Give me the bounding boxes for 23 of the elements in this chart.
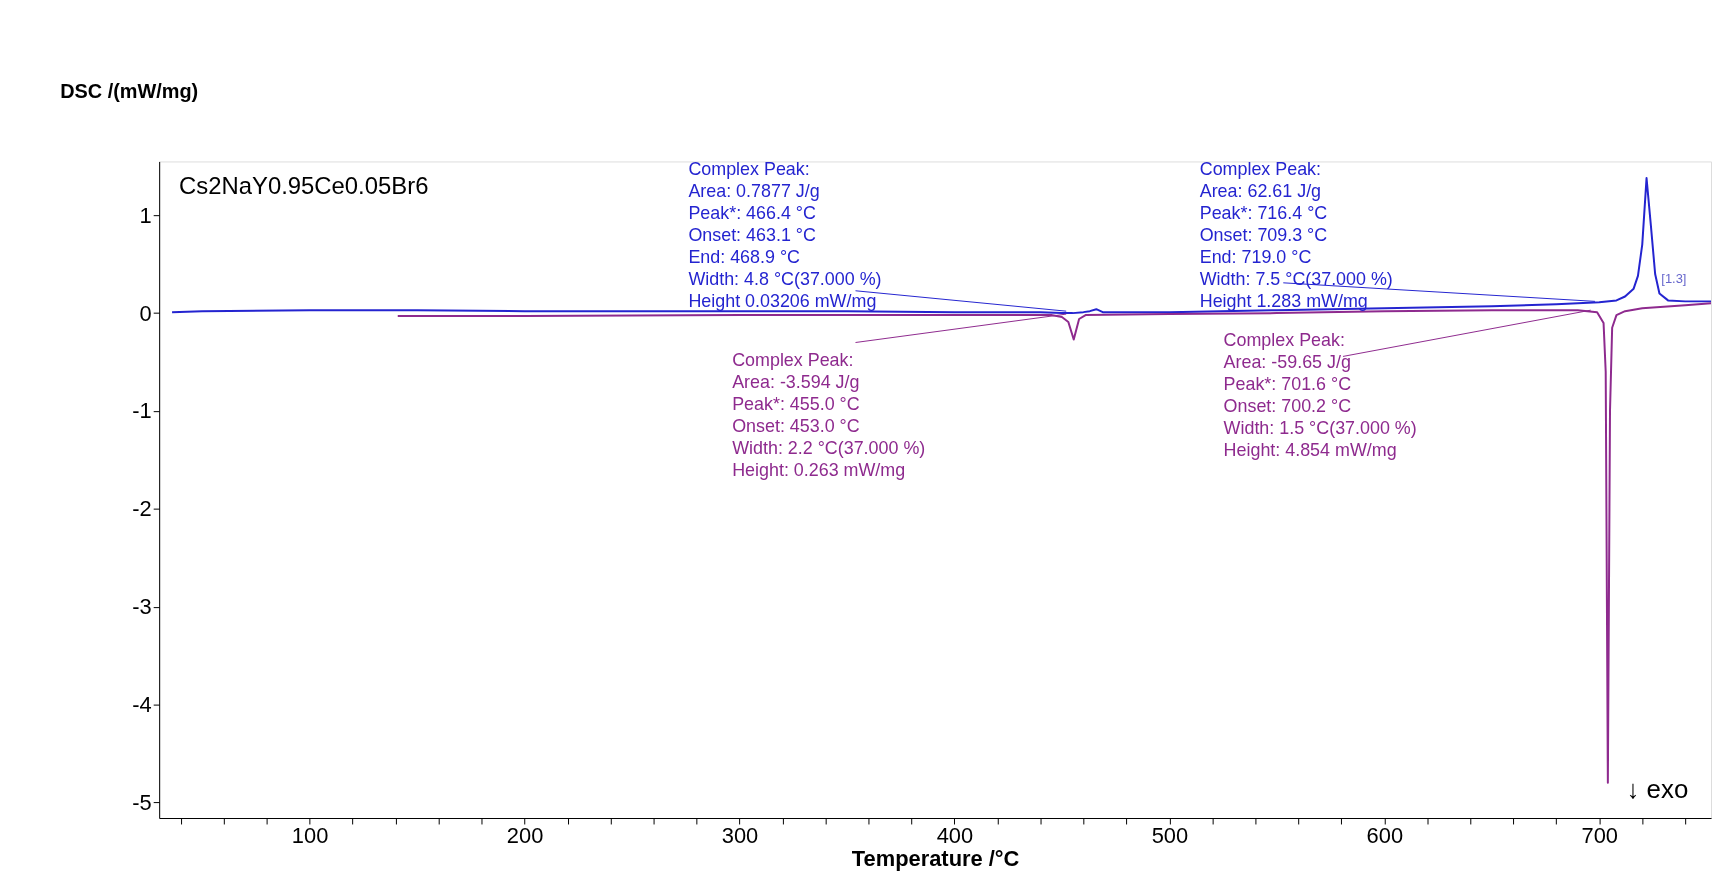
y-tick-label: -3 <box>132 594 152 620</box>
y-tick-label: -2 <box>132 496 152 522</box>
chart-title: Cs2NaY0.95Ce0.05Br6 <box>179 172 429 200</box>
annotation: Complex Peak: Area: 62.61 J/g Peak*: 716.4 °C Onset: 709.3 °C End: 719.0 °C Width: 7.5 °C(37.000 %) Height 1.283 mW/mg <box>1199 159 1393 311</box>
annotation: Complex Peak: Area: -3.594 J/g Peak*: 455.0 °C Onset: 453.0 °C Width: 2.2 °C(37.000 %) Height: 0.263 mW/mg <box>732 350 926 480</box>
x-tick-label: 200 <box>506 823 544 849</box>
x-tick-label: 700 <box>1581 823 1619 849</box>
annotation: Complex Peak: Area: -59.65 J/g Peak*: 701.6 °C Onset: 700.2 °C Width: 1.5 °C(37.000 %) Height: 4.854 mW/mg <box>1223 330 1417 460</box>
x-axis-title: Temperature /°C <box>851 846 1020 872</box>
x-tick-label: 600 <box>1366 823 1404 849</box>
y-tick-label: -4 <box>132 691 152 717</box>
y-tick-label: -1 <box>132 398 152 424</box>
y-tick-label: 0 <box>139 300 152 326</box>
annotation: [1.3] <box>1661 270 1687 286</box>
annotation: Complex Peak: Area: 0.7877 J/g Peak*: 466.4 °C Onset: 463.1 °C End: 468.9 °C Width: 4.8 °C(37.000 %) Height 0.03206 mW/mg <box>688 159 882 311</box>
annotation: ↓ exo <box>1626 775 1689 804</box>
y-tick-label: -5 <box>132 789 152 815</box>
y-axis-title: DSC /(mW/mg) <box>60 80 199 103</box>
y-tick-label: 1 <box>139 202 152 228</box>
x-tick-label: 500 <box>1151 823 1189 849</box>
x-tick-label: 400 <box>936 823 974 849</box>
x-tick-label: 100 <box>291 823 329 849</box>
x-tick-label: 300 <box>721 823 759 849</box>
